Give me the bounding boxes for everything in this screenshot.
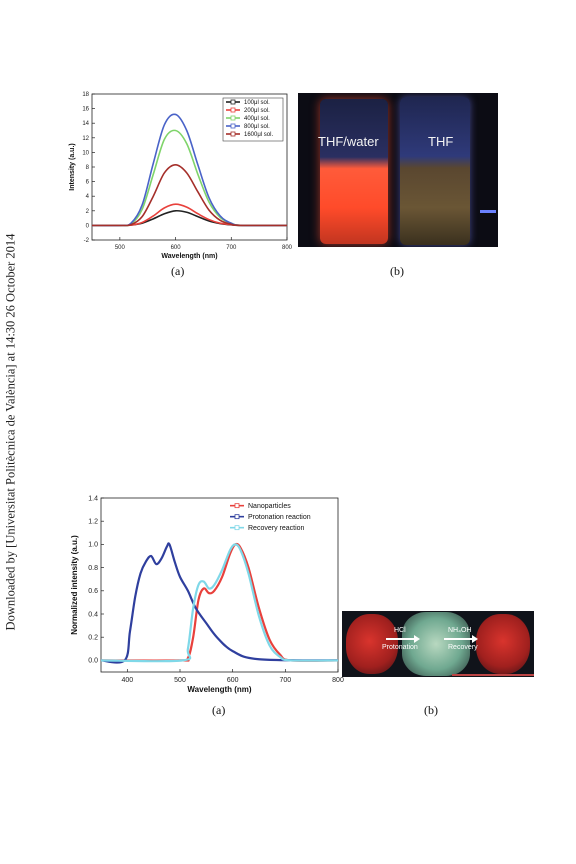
y-tick-label: 8	[86, 165, 90, 171]
figure2-caption-b: (b)	[424, 703, 438, 717]
legend-label: 100μl sol.	[244, 100, 270, 106]
sample-nanoparticles	[346, 614, 398, 674]
arrow-head-icon	[472, 635, 478, 643]
vial-fluorescence-photo: THF/water THF	[298, 93, 498, 247]
legend-label: Nanoparticles	[248, 503, 291, 510]
blue-glare	[480, 210, 496, 213]
x-tick-label: 500	[115, 245, 126, 251]
label-nh4oh: NH₄OH	[448, 627, 472, 634]
series-line-0	[100, 542, 339, 662]
y-tick-label: 12	[82, 136, 89, 142]
x-axis-label: Wavelength (nm)	[187, 685, 251, 694]
y-tick-label: 14	[82, 121, 89, 127]
arrow-head-icon	[414, 635, 420, 643]
y-tick-label: 6	[86, 180, 90, 186]
y-tick-label: 10	[82, 150, 89, 156]
series-line-4	[91, 164, 288, 227]
legend-marker	[230, 131, 236, 137]
y-tick-label: 1.0	[88, 542, 98, 549]
legend-marker	[230, 107, 236, 113]
figure2-caption-a: (a)	[212, 703, 226, 717]
legend-label: 200μl sol.	[244, 108, 270, 114]
y-tick-label: 18	[82, 92, 89, 98]
x-tick-label: 800	[282, 245, 293, 251]
legend-marker	[230, 99, 236, 105]
y-axis-label: Normalized intensity (a.u.)	[70, 535, 79, 635]
legend-marker	[234, 514, 240, 520]
series-line-2	[100, 543, 339, 663]
legend-marker	[234, 503, 240, 509]
x-tick-label: 700	[226, 245, 237, 251]
x-tick-label: 400	[121, 677, 133, 684]
legend-label: Protonation reaction	[248, 514, 311, 521]
y-tick-label: 1.2	[88, 519, 98, 526]
x-tick-label: 800	[332, 677, 344, 684]
figure1-caption-b: (b)	[390, 264, 404, 278]
legend-label: 1600μl sol.	[244, 132, 273, 138]
legend-marker	[230, 123, 236, 129]
x-tick-label: 500	[174, 677, 186, 684]
plot-frame	[100, 497, 339, 673]
y-tick-label: 1.4	[88, 495, 98, 502]
y-axis-label: Intensity (a.u.)	[69, 143, 76, 190]
series-line-0	[91, 209, 288, 227]
y-tick-label: 0.0	[88, 658, 98, 665]
y-tick-label: 0	[86, 223, 90, 229]
y-tick-label: 2	[86, 209, 90, 215]
legend-marker	[230, 115, 236, 121]
y-tick-label: 0.8	[88, 565, 98, 572]
series-line-1	[100, 542, 339, 664]
chart-normalized	[100, 497, 339, 673]
arrow-right-icon	[386, 638, 416, 640]
series-line-1	[91, 203, 288, 227]
y-tick-label: 0.4	[88, 611, 98, 618]
series-line-3	[91, 113, 288, 227]
sample-protonated	[402, 612, 470, 676]
y-tick-label: 4	[86, 194, 90, 200]
label-protonation: Protonation	[382, 644, 418, 651]
x-axis-label: Wavelength (nm)	[161, 253, 217, 260]
photo-label-thf: THF	[428, 134, 454, 149]
x-tick-label: 600	[171, 245, 182, 251]
legend-marker	[234, 525, 240, 531]
vial-thf	[400, 97, 470, 245]
x-tick-label: 700	[279, 677, 291, 684]
x-tick-label: 600	[227, 677, 239, 684]
protonation-recovery-photo: HCl Protonation NH₄OH Recovery	[342, 611, 534, 677]
label-hcl: HCl	[394, 627, 406, 634]
label-recovery: Recovery	[448, 644, 478, 651]
legend-label: Recovery reaction	[248, 525, 305, 532]
vial-thf-water	[320, 99, 388, 244]
y-tick-label: -2	[84, 238, 90, 244]
legend-label: 400μl sol.	[244, 116, 270, 122]
chart-emission	[91, 93, 288, 241]
photo-bottom-strip	[452, 674, 534, 676]
figure1-caption-a: (a)	[171, 264, 185, 278]
y-tick-label: 16	[82, 107, 89, 113]
legend-label: 800μl sol.	[244, 124, 270, 130]
arrow-right-icon	[444, 638, 474, 640]
y-tick-label: 0.6	[88, 588, 98, 595]
photo-label-thf-water: THF/water	[318, 134, 379, 149]
sample-recovered	[476, 614, 530, 674]
y-tick-label: 0.2	[88, 635, 98, 642]
